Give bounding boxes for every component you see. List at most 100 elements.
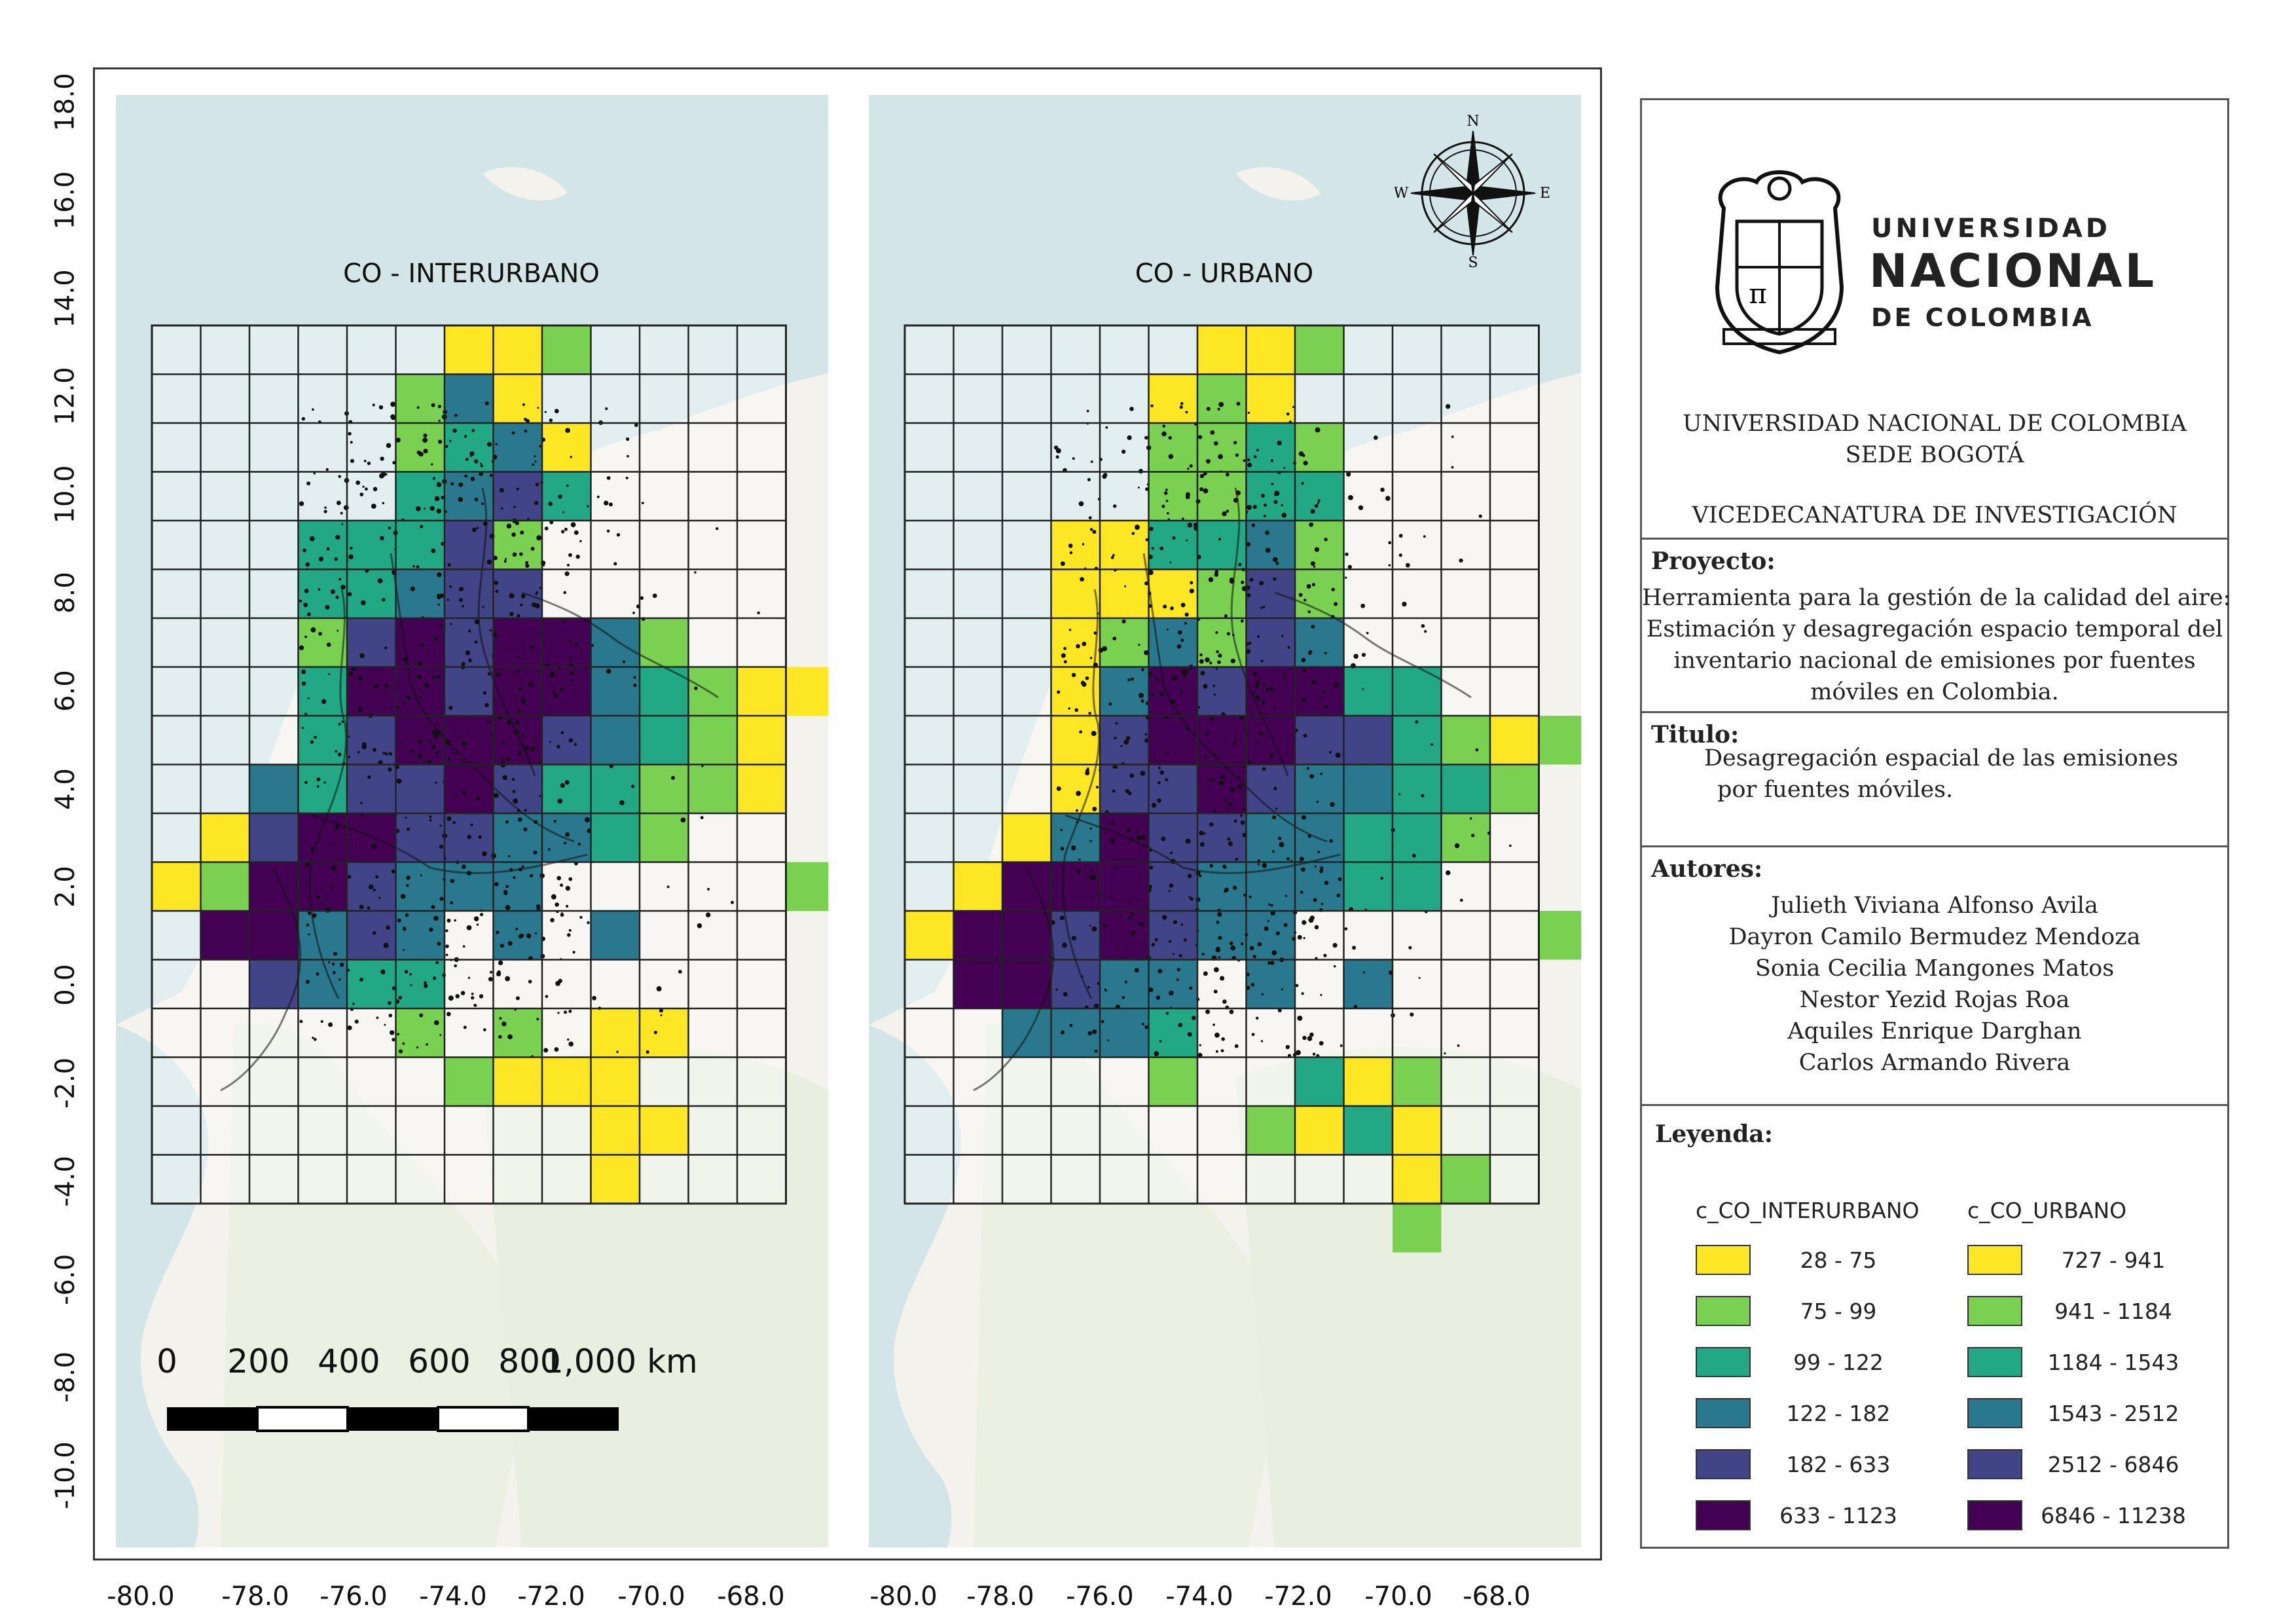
grid-cell-filled bbox=[1539, 716, 1581, 765]
legend-swatch-interurbano bbox=[1696, 1296, 1751, 1326]
settlement-point bbox=[1149, 849, 1152, 852]
grid-cell-empty bbox=[905, 1008, 954, 1058]
grid-cell-empty bbox=[591, 569, 640, 618]
y-tick-label: -6.0 bbox=[50, 1253, 81, 1305]
settlement-point bbox=[1320, 993, 1322, 997]
settlement-point bbox=[1116, 944, 1119, 947]
settlement-point bbox=[482, 606, 484, 608]
grid-cell-filled bbox=[1246, 471, 1295, 521]
svg-text:π: π bbox=[1749, 278, 1767, 310]
settlement-point bbox=[359, 977, 363, 982]
grid-cell-empty bbox=[905, 667, 954, 716]
settlement-point bbox=[439, 824, 442, 827]
settlement-point bbox=[507, 855, 511, 858]
settlement-point bbox=[1258, 731, 1263, 735]
settlement-point bbox=[375, 875, 379, 879]
grid-cell-filled bbox=[688, 764, 737, 813]
settlement-point bbox=[1213, 989, 1218, 994]
settlement-point bbox=[445, 944, 449, 948]
settlement-point bbox=[460, 735, 463, 739]
grid-cell-empty bbox=[1393, 521, 1442, 570]
settlement-point bbox=[528, 682, 534, 687]
settlement-point bbox=[1509, 844, 1512, 847]
grid-cell-empty bbox=[1051, 1154, 1100, 1204]
grid-cell-filled bbox=[347, 911, 396, 960]
settlement-point bbox=[1180, 690, 1183, 693]
grid-cell-filled bbox=[1246, 911, 1295, 960]
settlement-point bbox=[1388, 564, 1391, 567]
settlement-point bbox=[489, 629, 492, 632]
settlement-point bbox=[1267, 961, 1271, 965]
settlement-point bbox=[405, 817, 407, 819]
grid-cell-filled bbox=[1100, 1008, 1149, 1058]
settlement-point bbox=[574, 743, 577, 746]
settlement-point bbox=[1123, 585, 1127, 588]
settlement-point bbox=[557, 1012, 560, 1014]
settlement-point bbox=[1069, 551, 1073, 555]
settlement-point bbox=[431, 403, 435, 407]
settlement-point bbox=[1423, 535, 1426, 538]
grid-cell-filled bbox=[1197, 423, 1247, 472]
settlement-point bbox=[1232, 633, 1235, 637]
grid-cell-filled bbox=[1148, 618, 1197, 667]
settlement-point bbox=[386, 443, 392, 449]
grid-cell-filled bbox=[200, 911, 249, 960]
settlement-point bbox=[1257, 942, 1262, 947]
settlement-point bbox=[478, 835, 482, 839]
grid-cell-empty bbox=[152, 764, 201, 813]
grid-cell-empty bbox=[1002, 521, 1051, 570]
grid-cell-filled bbox=[1295, 716, 1344, 765]
grid-cell-empty bbox=[542, 911, 591, 960]
settlement-point bbox=[463, 1025, 467, 1029]
grid-cell-empty bbox=[688, 1154, 737, 1204]
settlement-point bbox=[1088, 516, 1092, 520]
grid-cell-empty bbox=[298, 1154, 347, 1204]
settlement-point bbox=[1246, 986, 1250, 990]
settlement-point bbox=[472, 527, 477, 532]
settlement-point bbox=[500, 758, 505, 763]
settlement-point bbox=[438, 419, 441, 422]
settlement-point bbox=[535, 482, 539, 487]
grid-cell-empty bbox=[1197, 1106, 1247, 1155]
settlement-point bbox=[1189, 588, 1194, 594]
grid-cell-empty bbox=[905, 1154, 954, 1204]
settlement-point bbox=[1144, 435, 1148, 440]
settlement-point bbox=[1110, 556, 1114, 559]
settlement-point bbox=[435, 730, 441, 736]
settlement-point bbox=[429, 927, 433, 932]
settlement-point bbox=[360, 600, 366, 606]
settlement-point bbox=[1264, 926, 1269, 931]
settlement-point bbox=[1310, 561, 1315, 566]
grid-cell-filled bbox=[591, 813, 640, 862]
settlement-point bbox=[1121, 449, 1126, 454]
settlement-point bbox=[1172, 674, 1178, 680]
settlement-point bbox=[462, 864, 466, 869]
settlement-point bbox=[1161, 836, 1166, 841]
settlement-point bbox=[1218, 454, 1223, 460]
grid-cell-empty bbox=[953, 1106, 1002, 1155]
grid-cell-filled bbox=[1148, 423, 1197, 472]
settlement-point bbox=[1253, 455, 1257, 458]
settlement-point bbox=[1301, 482, 1304, 485]
settlement-point bbox=[1270, 904, 1273, 907]
grid-cell-filled bbox=[640, 1106, 689, 1155]
settlement-point bbox=[564, 1010, 568, 1014]
grid-cell-empty bbox=[542, 959, 591, 1008]
settlement-point bbox=[397, 1033, 400, 1036]
grid-cell-empty bbox=[542, 1008, 591, 1058]
settlement-point bbox=[305, 562, 310, 567]
settlement-point bbox=[1220, 775, 1226, 780]
settlement-point bbox=[479, 471, 483, 476]
settlement-point bbox=[482, 851, 487, 857]
grid-cell-filled bbox=[1295, 1106, 1344, 1155]
grid-cell-filled bbox=[1441, 1154, 1490, 1204]
settlement-point bbox=[480, 462, 483, 465]
grid-cell-empty bbox=[688, 1106, 737, 1155]
grid-cell-empty bbox=[1441, 959, 1490, 1008]
settlement-point bbox=[1199, 473, 1205, 479]
grid-cell-filled bbox=[395, 618, 445, 667]
grid-cell-empty bbox=[445, 911, 494, 960]
settlement-point bbox=[1203, 971, 1208, 976]
settlement-point bbox=[1283, 923, 1288, 927]
settlement-point bbox=[398, 1049, 403, 1054]
